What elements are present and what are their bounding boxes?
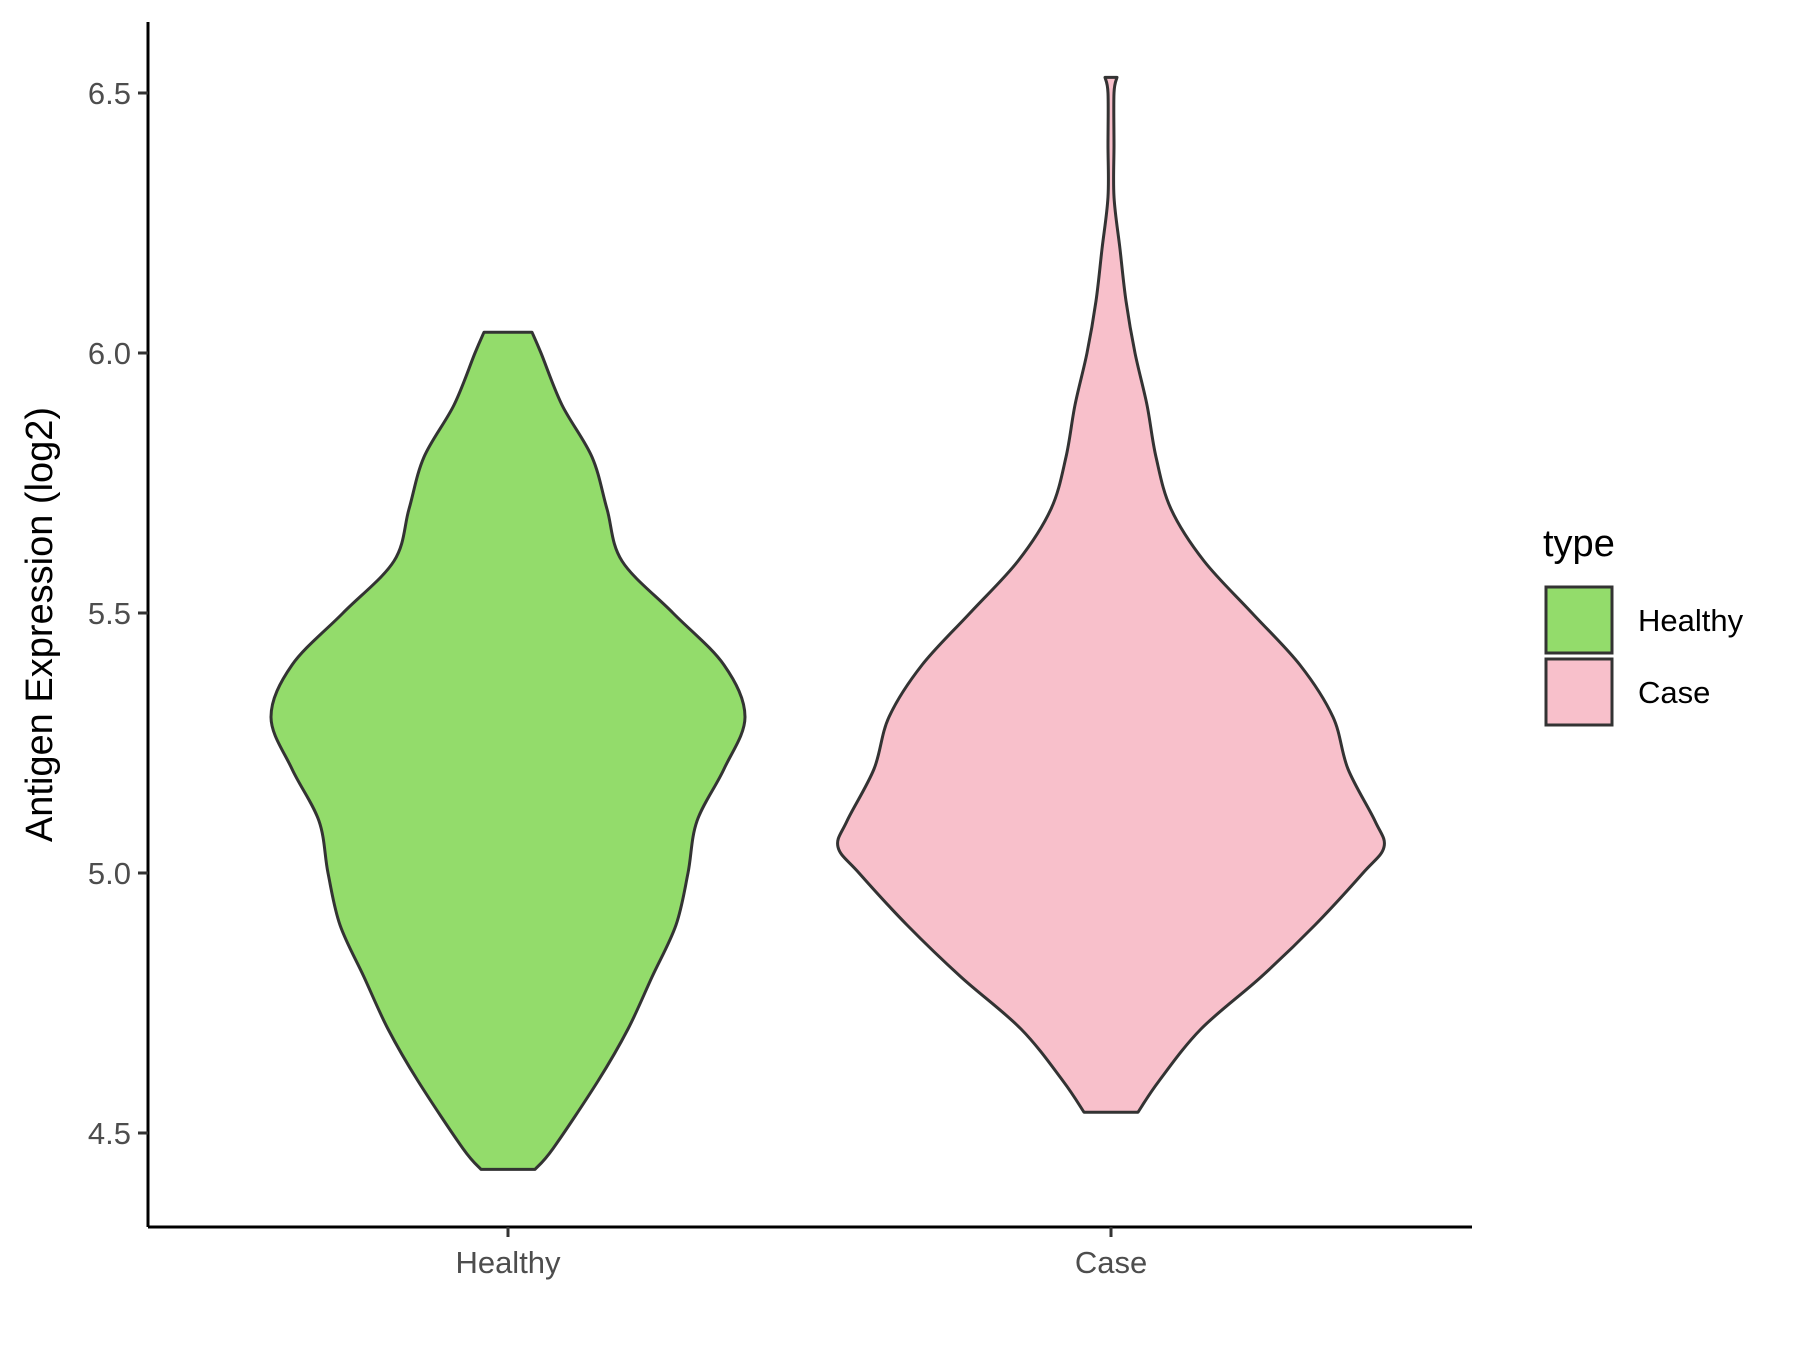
- legend-title: type: [1543, 523, 1615, 565]
- legend: type Healthy Case: [1543, 523, 1744, 727]
- x-axis-ticks: Healthy Case: [455, 1227, 1147, 1280]
- y-axis-title: Antigen Expression (log2): [19, 407, 61, 842]
- y-axis-ticks: 4.5 5.0 5.5 6.0 6.5: [88, 76, 148, 1151]
- y-tick-label: 6.5: [88, 76, 131, 111]
- violin-healthy: [269, 330, 747, 1171]
- legend-key-healthy: [1544, 585, 1614, 655]
- axes: [146, 22, 1472, 1229]
- violin-case: [836, 75, 1386, 1114]
- violins: [269, 75, 1386, 1171]
- y-tick-label: 4.5: [88, 1116, 131, 1151]
- y-tick-label: 6.0: [88, 336, 131, 371]
- legend-key-case: [1544, 657, 1614, 727]
- x-tick-label: Healthy: [455, 1245, 561, 1280]
- y-tick-label: 5.0: [88, 856, 131, 891]
- legend-label: Case: [1638, 675, 1710, 710]
- y-tick-label: 5.5: [88, 596, 131, 631]
- legend-items: Healthy Case: [1544, 585, 1744, 727]
- x-tick-label: Case: [1075, 1245, 1147, 1280]
- legend-label: Healthy: [1638, 603, 1744, 638]
